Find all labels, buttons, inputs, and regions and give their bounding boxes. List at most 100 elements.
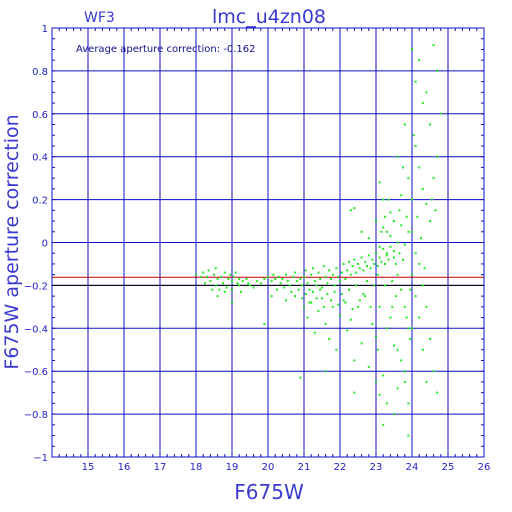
data-point [267,275,269,278]
data-point [213,273,215,276]
y-tick-label: −1 [33,453,48,464]
data-point [367,254,370,257]
x-tick-label: 24 [406,462,419,473]
grid [51,27,485,458]
data-point [403,305,406,308]
data-point [283,286,286,289]
data-point [418,59,421,62]
data-point [252,286,255,289]
data-point [380,260,383,263]
data-point [396,273,399,276]
data-point [326,292,329,295]
data-point [308,288,311,291]
data-point [411,273,413,276]
data-point [378,245,381,248]
data-point [353,258,356,261]
x-tick-label: 23 [370,462,383,473]
data-point [331,273,334,276]
data-point [297,288,300,291]
data-point [394,262,397,265]
data-point [304,292,307,295]
data-point [393,256,395,259]
data-point [423,267,426,270]
data-point [277,275,280,278]
data-point [371,258,374,261]
data-point [382,247,385,250]
x-tick-label: 26 [478,462,491,473]
data-point [421,348,424,351]
data-point [232,275,235,278]
data-point [430,198,433,201]
data-point [335,348,338,351]
data-point [294,271,296,274]
data-point [247,282,250,285]
data-point [340,292,343,295]
data-point [369,305,372,308]
data-point [227,277,230,280]
data-point [402,258,404,261]
data-point [393,220,395,223]
data-point [429,220,431,223]
data-point [421,102,424,105]
data-point [398,209,401,212]
data-point [272,273,275,276]
data-point [259,282,262,285]
data-point [385,402,388,405]
data-point [403,380,406,383]
data-point [393,250,395,253]
data-point [301,284,304,287]
data-point [349,318,352,321]
y-tick-label: 0.8 [32,67,48,78]
data-point [285,299,287,302]
data-point [394,295,397,298]
data-point [439,112,442,115]
data-point [436,69,439,72]
data-point [375,220,377,223]
data-point [421,187,424,190]
data-point [207,269,210,272]
data-point [414,80,417,83]
data-point [263,323,266,326]
data-point [403,243,406,246]
data-point [375,252,377,255]
data-point [402,166,404,169]
data-point [367,365,370,368]
x-tick-label: 19 [226,462,239,473]
data-point [364,260,367,263]
x-tick-label: 21 [298,462,311,473]
y-tick-label: 1 [42,24,48,35]
data-point [407,402,410,405]
data-point [303,305,305,308]
data-point [231,280,233,283]
data-point [382,198,385,201]
data-point [324,275,327,278]
data-point [432,44,435,47]
data-point [328,338,331,341]
data-point [357,305,359,308]
data-point [400,288,403,291]
data-point [409,288,412,291]
y-tick-label: −0.4 [24,324,48,335]
data-point [389,211,392,214]
data-point [326,282,329,285]
data-point [387,258,390,261]
data-point [209,280,212,283]
data-point [409,338,412,341]
data-point [378,305,381,308]
data-point [205,275,208,278]
data-point [295,280,298,283]
data-point [294,295,296,298]
data-point [360,342,363,345]
data-point [398,252,401,255]
data-point [306,316,309,319]
x-tick-labels: 15 16 17 18 19 20 21 22 23 24 25 26 [82,462,491,473]
x-tick-label: 18 [190,462,203,473]
data-point [371,323,374,326]
data-point [362,269,365,272]
data-point [344,277,347,280]
data-point [321,286,323,289]
data-point [418,316,421,319]
data-point [396,241,399,244]
data-point [407,327,410,330]
data-point [436,155,439,158]
